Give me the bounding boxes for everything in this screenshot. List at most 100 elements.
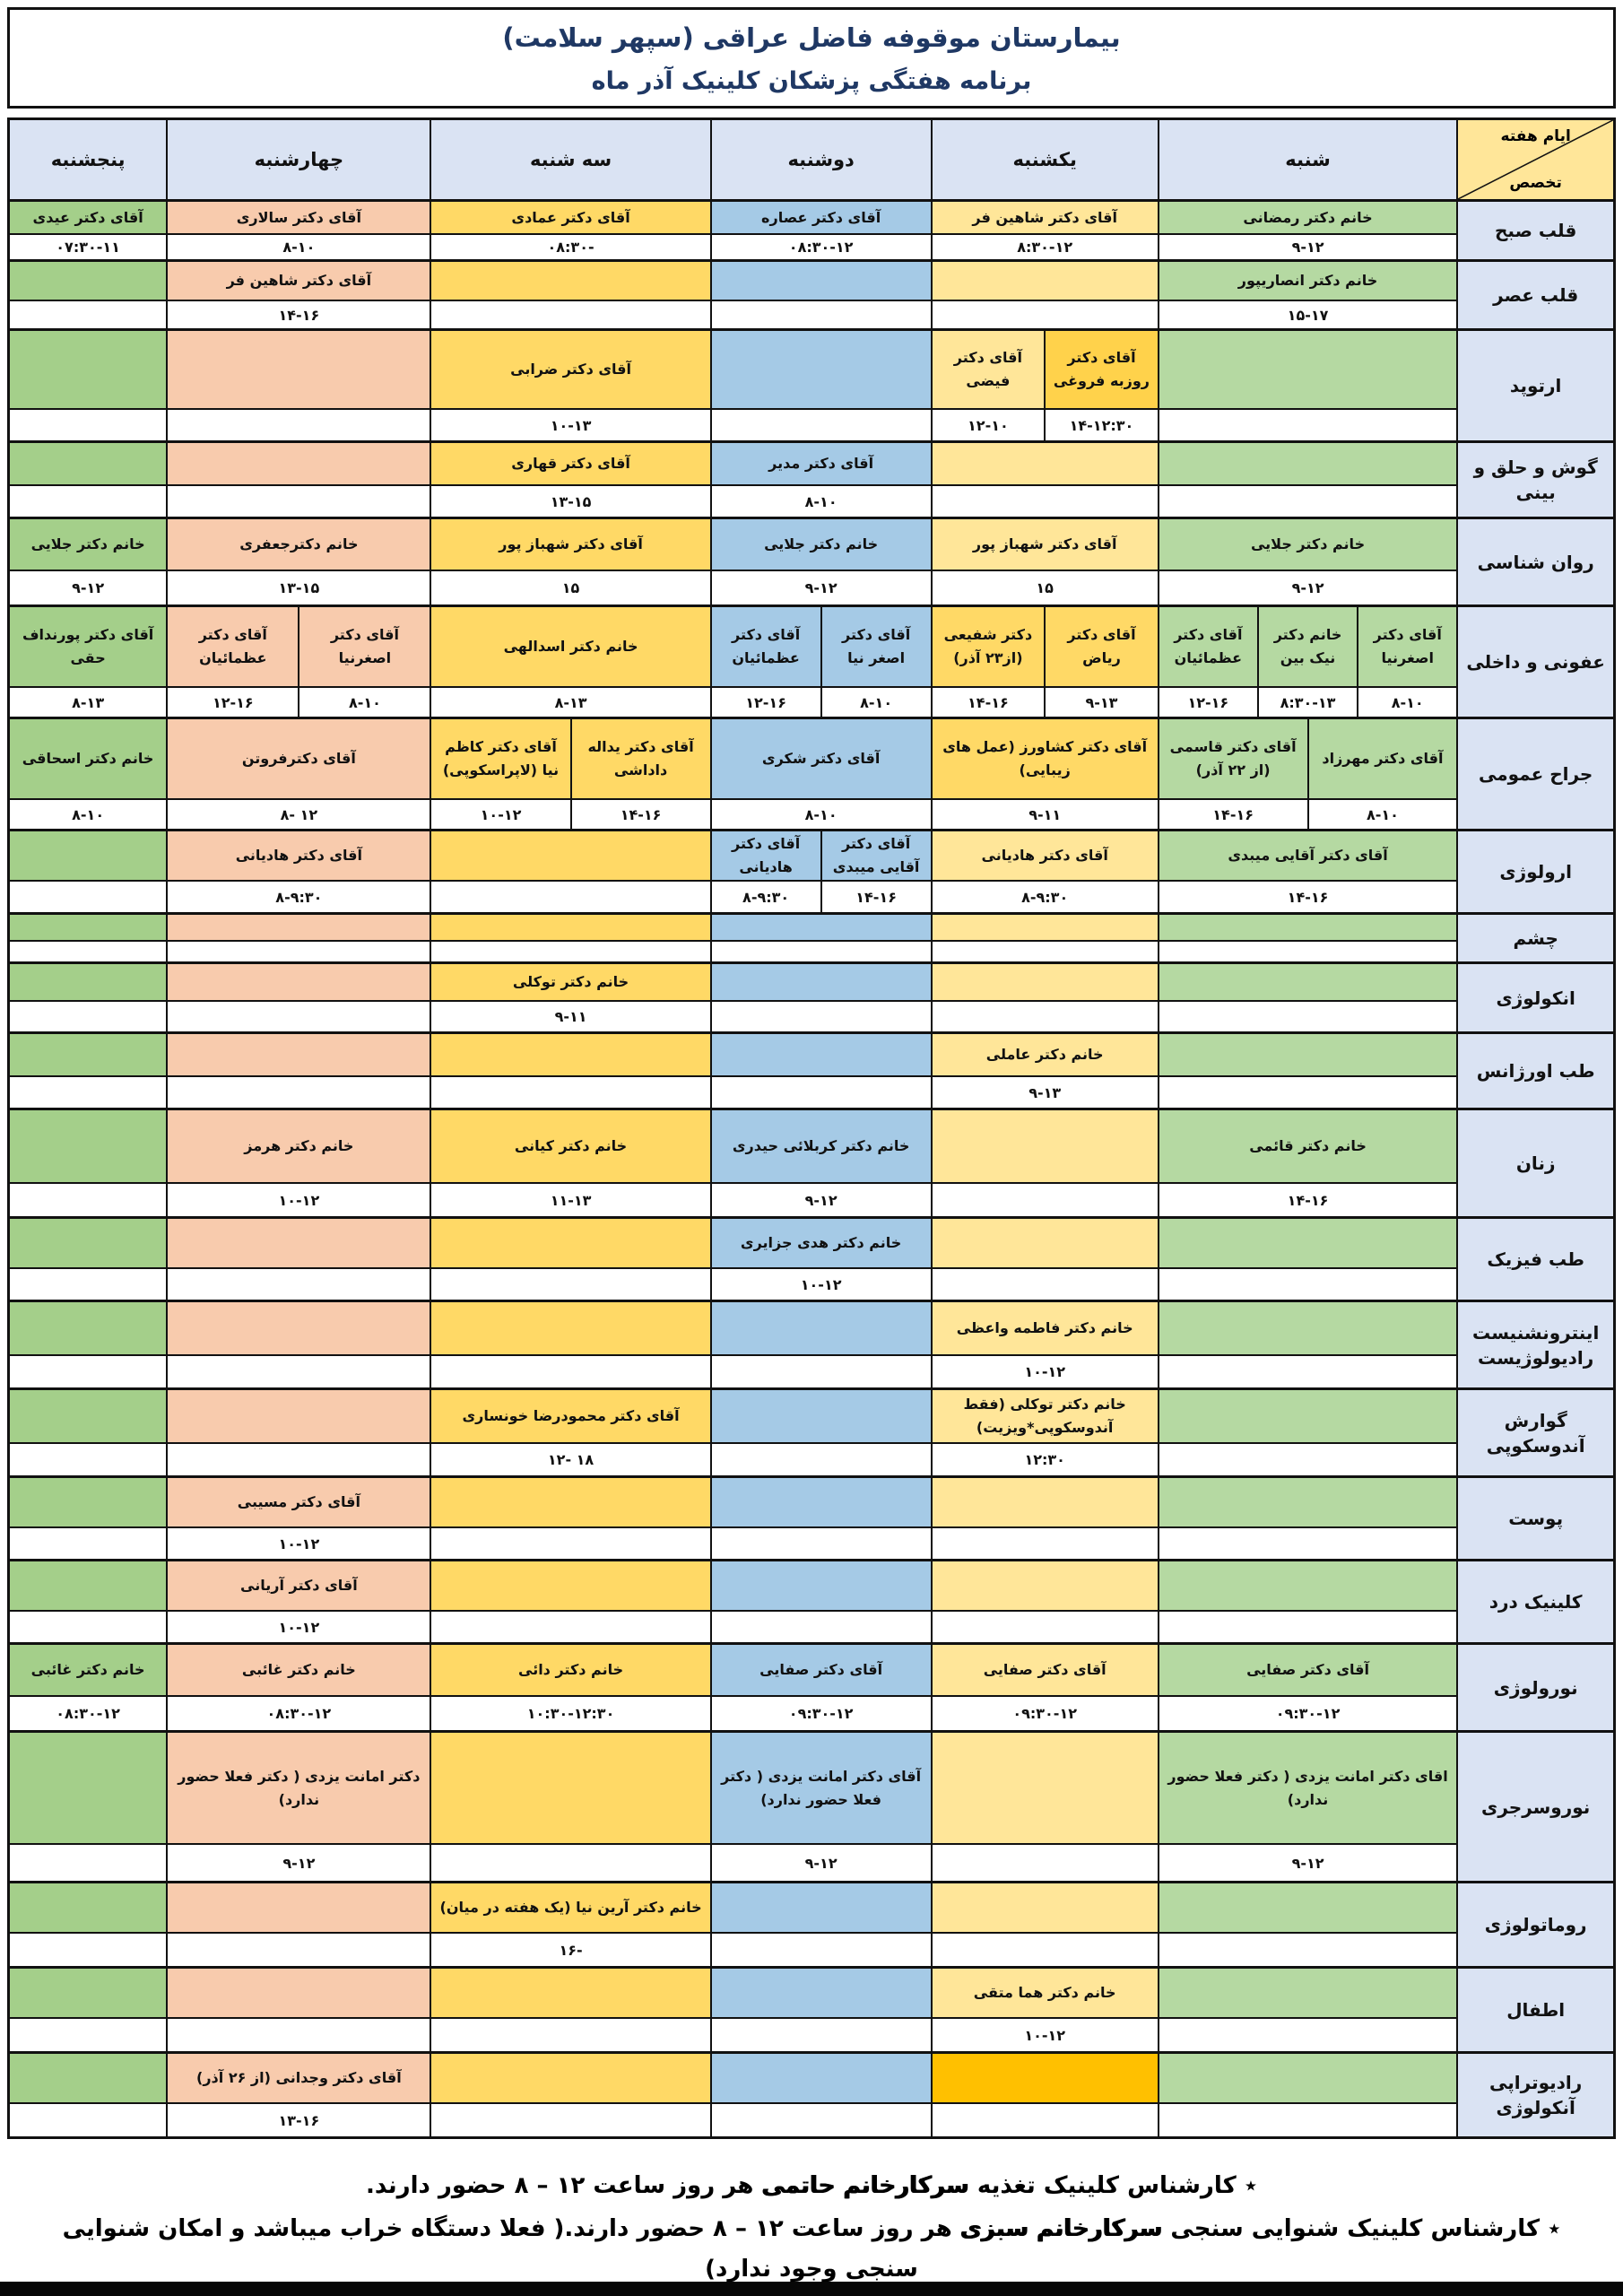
doctor-name: آقای دکتر آقایی میبدی [821, 831, 931, 882]
schedule-slot: خانم دکتر آرین نیا (یک هفته در میان) ۱۶- [431, 1883, 710, 1966]
doctor-name: آقای دکتر عظمائیان [711, 607, 820, 688]
day-cell-sun: خانم دکتر توکلی (فقط آندوسکوپی*ویزیت) ۱۲:… [932, 1390, 1159, 1475]
visit-time: ۹-۱۳ [932, 1077, 1158, 1108]
visit-time: ۸-۱۰ [711, 486, 931, 517]
schedule-slot [932, 1478, 1158, 1559]
day-header-wednesday: چهارشنبه [168, 120, 432, 199]
day-cell-mon: آقای دکتر آقایی میبدی ۱۴-۱۶ آقای دکتر هادی… [711, 831, 933, 912]
day-cell-mon [711, 1561, 933, 1642]
visit-time [168, 1269, 430, 1300]
day-cell-sun: آقای دکتر روزبه فروغی ۱۴-۱۲:۳۰ آقای دکتر ف… [932, 331, 1159, 440]
schedule-row: عفونی و داخلی آقای دکتر اصغرنیا ۸-۱۰ خانم د… [9, 607, 1613, 719]
schedule-slot [168, 1302, 430, 1387]
visit-time: ۱۰-۱۲ [932, 2019, 1158, 2051]
schedule-slot [711, 1390, 931, 1475]
doctor-name: آقای دکتر وجدانی (از ۲۶ آذر) [168, 2054, 430, 2104]
schedule-slot [168, 1883, 430, 1966]
schedule-slot [431, 1478, 710, 1559]
doctor-name: آقای دکتر عیدی [9, 202, 167, 235]
visit-time: ۱۶- [431, 1934, 710, 1966]
schedule-slot: خانم دکتر غائبی ۰۸:۳۰-۱۲ [9, 1645, 167, 1730]
doctor-name [9, 1478, 167, 1528]
visit-time: ۱۵ [932, 571, 1158, 604]
day-cell-mon: خانم دکتر هدی جزایری ۱۰-۱۲ [711, 1219, 933, 1300]
doctor-name: خانم دکتر هما متقی [932, 1969, 1158, 2019]
doctor-name [9, 964, 167, 1002]
note-nutrition: ٭ کارشناس کلینیک تغذیه سرکارخانم حاتمی ه… [45, 2166, 1578, 2207]
doctor-name: خانم دکتر کربلائی حیدری [711, 1110, 931, 1184]
schedule-slot [9, 2054, 167, 2136]
doctor-name: آقای دکتر شکری [711, 719, 931, 800]
visit-time [9, 1444, 167, 1475]
doctor-name [932, 1478, 1158, 1528]
visit-time [932, 301, 1158, 328]
day-cell-sun [932, 1478, 1159, 1559]
visit-time [168, 1002, 430, 1031]
day-cell-thu [9, 1390, 169, 1475]
diagonal-divider-line [1458, 120, 1613, 199]
visit-time: ۱۰-۱۲ [932, 1356, 1158, 1387]
day-cell-sat [1159, 331, 1459, 440]
specialty-label: انکولوژی [1458, 964, 1613, 1031]
corner-specialty-label: تخصص [1509, 174, 1562, 192]
doctor-name [711, 915, 931, 942]
visit-time [431, 2104, 710, 2136]
doctor-name: آقای دکتر ضرابی [431, 331, 710, 410]
schedule-row: قلب صبح خانم دکتر رمضانی ۹-۱۲ آقای دکتر شاه… [9, 202, 1613, 262]
day-cell-sat [1159, 1969, 1459, 2051]
visit-time [9, 410, 167, 440]
schedule-slot [9, 443, 167, 517]
doctor-name: خانم دکتر جلایی [9, 519, 167, 571]
visit-time [431, 2019, 710, 2051]
doctor-name: آقای دکتر کاظم نیا (لاپراسکوپی) [431, 719, 570, 800]
schedule-slot: آقای دکتر کاظم نیا (لاپراسکوپی) ۱۰-۱۲ [431, 719, 572, 829]
visit-time [168, 410, 430, 440]
doctor-name [711, 1883, 931, 1934]
schedule-slot [711, 1302, 931, 1387]
visit-time [168, 1356, 430, 1387]
day-cell-mon [711, 2054, 933, 2136]
day-cell-sun: خانم دکتر عاملی ۹-۱۳ [932, 1034, 1159, 1108]
doctor-name [932, 2054, 1158, 2104]
visit-time [9, 1934, 167, 1966]
schedule-slot [168, 1219, 430, 1300]
doctor-name: آقای دکتر اصغرنیا [299, 607, 430, 688]
day-cell-mon: خانم دکتر کربلائی حیدری ۹-۱۲ [711, 1110, 933, 1216]
corner-cell: ایام هفته تخصص [1458, 120, 1613, 199]
day-cell-tue [431, 1302, 712, 1387]
doctor-name: آقای دکتر کشاورز (عمل های زیبایی) [932, 719, 1158, 800]
doctor-name: آقای دکتر شاهین فر [932, 202, 1158, 235]
day-cell-thu [9, 1969, 169, 2051]
day-cell-tue [431, 262, 712, 328]
visit-time [1159, 1269, 1457, 1300]
visit-time [711, 1612, 931, 1642]
schedule-slot: آقای دکتر عظمائیان ۱۲-۱۶ [168, 607, 300, 717]
day-cell-wed [168, 1219, 432, 1300]
schedule-slot: آقای دکتر عظمائیان ۱۲-۱۶ [1159, 607, 1259, 717]
schedule-slot: آقای دکتر شاهین فر ۸:۳۰-۱۲ [932, 202, 1158, 259]
schedule-slot: خانم دکتر جلایی ۹-۱۲ [711, 519, 931, 604]
schedule-slot [1159, 964, 1457, 1031]
day-cell-thu: خانم دکتر غائبی ۰۸:۳۰-۱۲ [9, 1645, 169, 1730]
day-cell-mon: آقای دکتر امانت یزدی ( دکتر فعلا حضور ند… [711, 1733, 933, 1881]
schedule-row: طب اورژانس خانم دکتر عاملی ۹-۱۳ [9, 1034, 1613, 1110]
schedule-slot [9, 915, 167, 961]
day-cell-wed: خانم دکترجعفری ۱۳-۱۵ [168, 519, 432, 604]
specialty-label: عفونی و داخلی [1458, 607, 1613, 717]
day-cell-thu: خانم دکتر جلایی ۹-۱۲ [9, 519, 169, 604]
specialty-label: جراح عمومی [1458, 719, 1613, 829]
visit-time: ۱۰-۱۲ [711, 1269, 931, 1300]
doctor-name: خانم دکتر غائبی [9, 1645, 167, 1697]
schedule-slot: خانم دکتر انصاریپور ۱۵-۱۷ [1159, 262, 1457, 328]
doctor-name: آقای دکتر هادیانی [168, 831, 430, 882]
day-cell-sat: آقای دکتر اصغرنیا ۸-۱۰ خانم دکتر نیک بین ۸:… [1159, 607, 1459, 717]
visit-time: ۸-۱۰ [821, 688, 931, 717]
schedule-slot: آقای دکتر شاهین فر ۱۴-۱۶ [168, 262, 430, 328]
visit-time [431, 1077, 710, 1108]
doctor-name: خانم دکتر جلایی [1159, 519, 1457, 571]
schedule-row: نوروسرجری اقای دکتر امانت یزدی ( دکتر فعل… [9, 1733, 1613, 1883]
schedule-slot [932, 915, 1158, 961]
schedule-slot: آقای دکتر آقایی میبدی ۱۴-۱۶ [821, 831, 931, 912]
day-cell-sat [1159, 1883, 1459, 1966]
day-cell-wed: آقای دکتر سالاری ۸-۱۰ [168, 202, 432, 259]
